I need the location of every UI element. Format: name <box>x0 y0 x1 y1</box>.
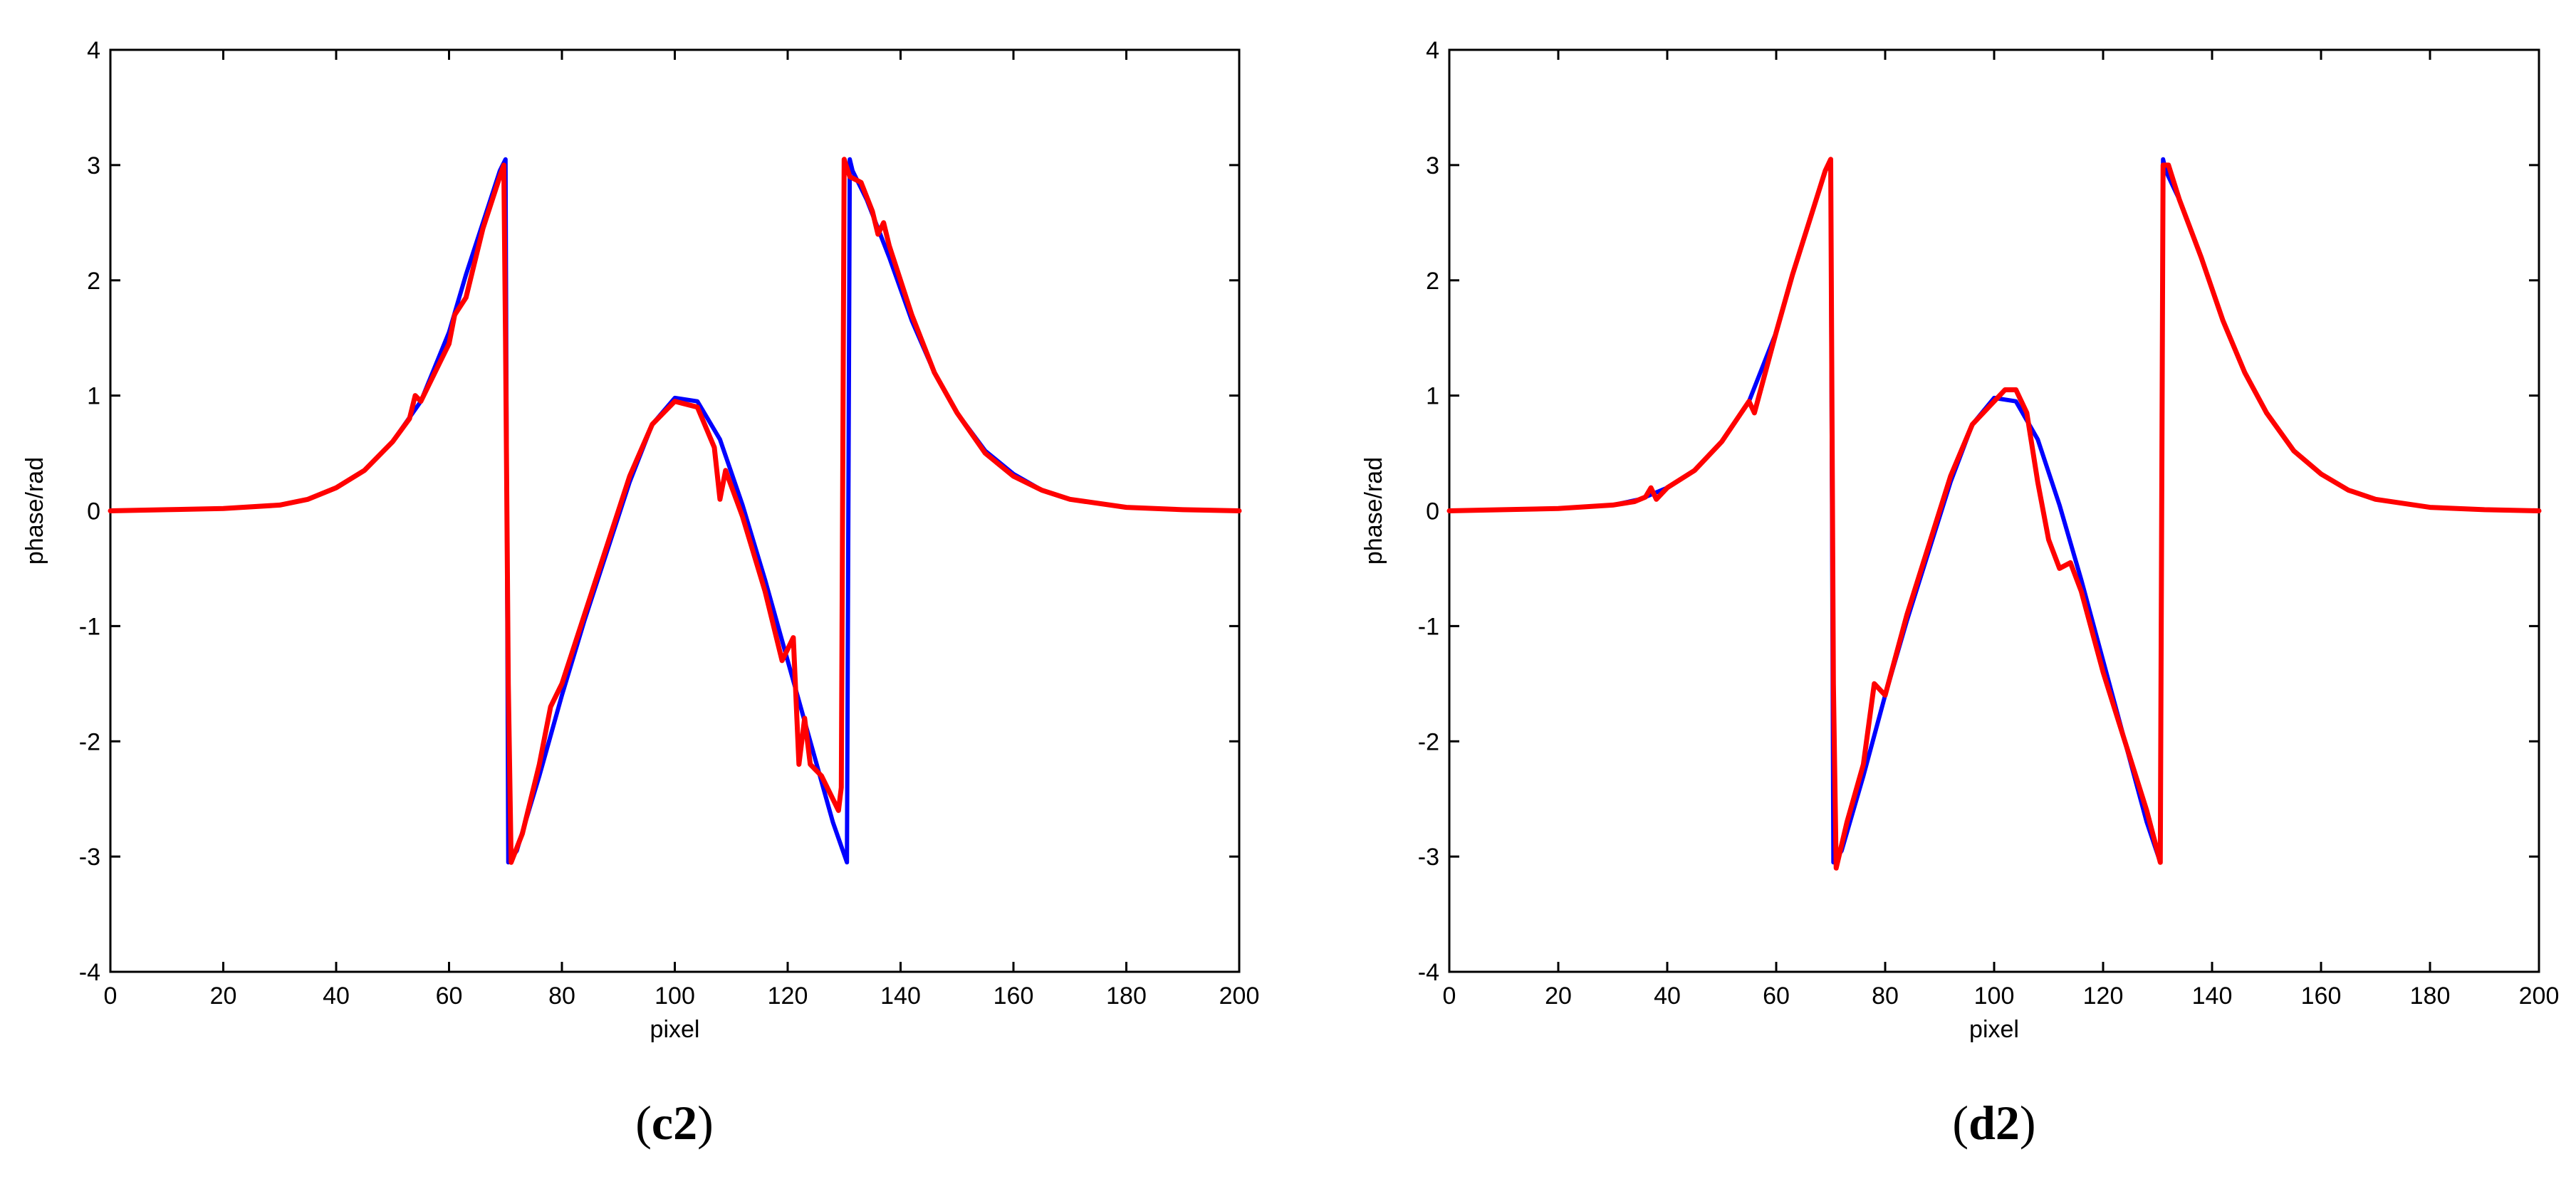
x-tick-label: 200 <box>2519 983 2560 1010</box>
x-tick-label: 40 <box>1654 983 1681 1010</box>
y-tick-label: -1 <box>79 613 100 640</box>
y-tick-label: 3 <box>1426 152 1439 179</box>
y-tick-label: 3 <box>87 152 100 179</box>
y-tick-label: -2 <box>79 728 100 755</box>
x-tick-label: 0 <box>104 983 118 1010</box>
x-tick-label: 40 <box>323 983 350 1010</box>
y-tick-label: -2 <box>1418 728 1439 755</box>
x-tick-label: 60 <box>1763 983 1790 1010</box>
x-axis-label: pixel <box>650 1016 700 1043</box>
x-tick-label: 80 <box>1872 983 1899 1010</box>
y-tick-label: 4 <box>1426 37 1439 64</box>
y-tick-label: 4 <box>87 37 100 64</box>
x-tick-label: 140 <box>880 983 921 1010</box>
panel-label: d2 <box>1968 1096 2020 1150</box>
plot-area <box>1448 48 2540 973</box>
series-line-2 <box>108 157 1242 865</box>
y-tick-label: 2 <box>87 268 100 295</box>
y-axis-label: phase/rad <box>21 457 48 565</box>
y-tick-label: 1 <box>87 383 100 410</box>
x-tick-label: 120 <box>2083 983 2124 1010</box>
plot-area <box>109 48 1241 973</box>
y-axis-label: phase/rad <box>1360 457 1387 565</box>
x-tick-label: 180 <box>2410 983 2451 1010</box>
x-tick-label: 200 <box>1219 983 1260 1010</box>
y-tick-label: -1 <box>1418 613 1439 640</box>
x-tick-label: 20 <box>1545 983 1572 1010</box>
y-tick-label: 0 <box>87 498 100 525</box>
y-tick-label: -4 <box>79 959 100 986</box>
x-tick-label: 100 <box>655 983 695 1010</box>
x-tick-label: 180 <box>1106 983 1147 1010</box>
x-tick-label: 20 <box>210 983 237 1010</box>
x-tick-label: 160 <box>994 983 1034 1010</box>
y-tick-label: -4 <box>1418 959 1439 986</box>
panel-caption: (c2) <box>635 1096 714 1150</box>
x-tick-label: 100 <box>1974 983 2015 1010</box>
x-tick-label: 80 <box>548 983 575 1010</box>
x-tick-label: 160 <box>2301 983 2342 1010</box>
series-line-2 <box>1446 157 2542 871</box>
x-tick-label: 0 <box>1443 983 1456 1010</box>
y-tick-label: 2 <box>1426 268 1439 295</box>
y-tick-label: -3 <box>1418 844 1439 871</box>
x-axis-label: pixel <box>1969 1016 2019 1043</box>
y-tick-label: 1 <box>1426 383 1439 410</box>
x-tick-label: 140 <box>2192 983 2233 1010</box>
y-tick-label: 0 <box>1426 498 1439 525</box>
x-tick-label: 60 <box>436 983 463 1010</box>
panel-c2: 0 20 40 60 80 100 120 140 160 180 200 -4 -3 -2 -1 0 1 2 3 4… <box>21 37 1259 1150</box>
y-tick-label: -3 <box>79 844 100 871</box>
panel-label: c2 <box>652 1096 697 1150</box>
x-tick-label: 120 <box>768 983 808 1010</box>
panel-d2: 0 20 40 60 80 100 120 140 160 180 200 -4 -3 -2 -1 0 1 2 3 4… <box>1360 37 2559 1150</box>
panel-caption: (d2) <box>1952 1096 2035 1150</box>
